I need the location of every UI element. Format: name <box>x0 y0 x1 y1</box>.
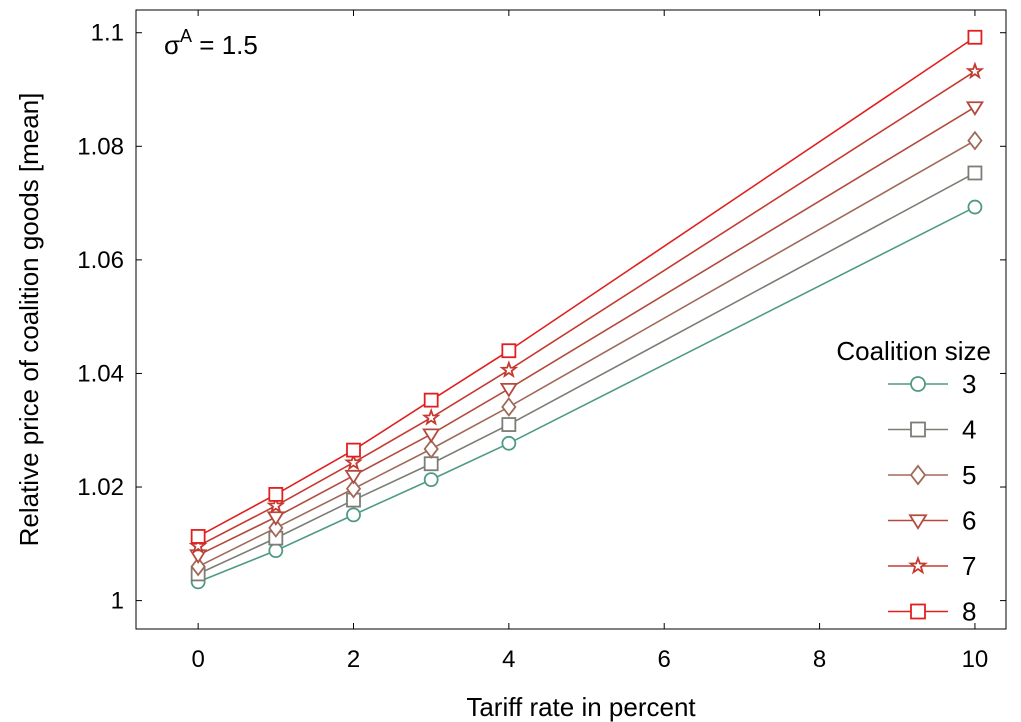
data-point-6 <box>266 511 285 526</box>
data-point-4 <box>967 165 983 181</box>
data-point-7 <box>266 495 286 514</box>
x-tick-label: 0 <box>191 646 204 673</box>
data-point-5 <box>190 556 206 577</box>
legend-marker <box>909 464 927 486</box>
series-line-4 <box>197 172 976 575</box>
data-point-7 <box>965 61 985 80</box>
legend-marker <box>908 514 928 530</box>
y-tick-label: 1.06 <box>77 247 124 274</box>
data-point-7 <box>421 407 441 426</box>
data-point-3 <box>967 199 983 215</box>
legend-marker <box>910 376 926 392</box>
legend-label: 3 <box>962 369 976 399</box>
plot-area-frame <box>135 9 1007 630</box>
legend-marker <box>910 603 926 620</box>
data-point-3 <box>268 543 284 559</box>
data-point-5 <box>501 397 517 417</box>
data-point-8 <box>190 529 206 544</box>
series-7 <box>188 61 985 555</box>
y-tick-label: 1.04 <box>77 360 124 387</box>
x-axis-label: Tariff rate in percent <box>466 692 696 722</box>
data-point-5 <box>967 130 983 151</box>
data-point-7 <box>499 360 519 378</box>
series-line-3 <box>197 206 976 583</box>
legend-item-8: 8 <box>888 597 976 627</box>
data-point-8 <box>501 343 517 359</box>
data-point-5 <box>423 439 439 459</box>
series-8 <box>190 29 983 544</box>
legend-marker <box>910 421 926 438</box>
data-point-4 <box>423 456 439 472</box>
series-3 <box>190 199 983 590</box>
legend-label: 7 <box>962 551 976 581</box>
data-point-5 <box>345 478 362 499</box>
data-point-6 <box>965 101 985 116</box>
data-point-6 <box>344 469 363 485</box>
y-axis-label: Relative price of coalition goods [mean] <box>14 93 44 547</box>
data-point-7 <box>344 452 363 471</box>
x-tick-label: 6 <box>658 646 671 673</box>
series-line-7 <box>197 70 976 547</box>
legend-marker <box>908 555 928 575</box>
legend-item-3: 3 <box>888 369 976 399</box>
legend-label: 5 <box>962 460 976 490</box>
legend-title: Coalition size <box>836 336 991 366</box>
series-6 <box>189 101 985 565</box>
y-tick-label: 1 <box>111 588 124 615</box>
data-point-8 <box>967 29 983 45</box>
legend-label: 8 <box>962 597 976 627</box>
x-tick-label: 4 <box>502 646 515 673</box>
series-line-8 <box>197 36 976 538</box>
legend-item-7: 7 <box>888 551 976 581</box>
legend-item-4: 4 <box>888 415 976 445</box>
data-point-3 <box>346 507 361 523</box>
data-point-4 <box>501 417 517 432</box>
series-line-6 <box>197 106 976 556</box>
y-tick-label: 1.02 <box>77 474 124 501</box>
series-4 <box>190 165 983 582</box>
x-tick-label: 8 <box>813 646 826 673</box>
data-point-6 <box>499 383 518 398</box>
data-point-8 <box>346 442 361 458</box>
x-tick-label: 10 <box>962 646 989 673</box>
data-point-6 <box>422 428 441 444</box>
data-point-5 <box>268 517 284 538</box>
data-point-3 <box>501 435 517 451</box>
y-tick-label: 1.08 <box>77 133 124 160</box>
legend-label: 6 <box>962 506 976 536</box>
sigma-annotation: σA = 1.5 <box>164 26 258 60</box>
data-point-3 <box>423 472 439 488</box>
legend-item-6: 6 <box>888 506 976 536</box>
data-point-8 <box>423 392 439 408</box>
legend-label: 4 <box>962 415 976 445</box>
legend-item-5: 5 <box>888 460 976 490</box>
series-5 <box>190 130 983 577</box>
series-line-5 <box>197 139 976 568</box>
x-tick-label: 2 <box>347 646 360 673</box>
data-point-8 <box>268 487 284 502</box>
y-tick-label: 1.1 <box>91 20 124 47</box>
data-point-6 <box>189 549 208 565</box>
